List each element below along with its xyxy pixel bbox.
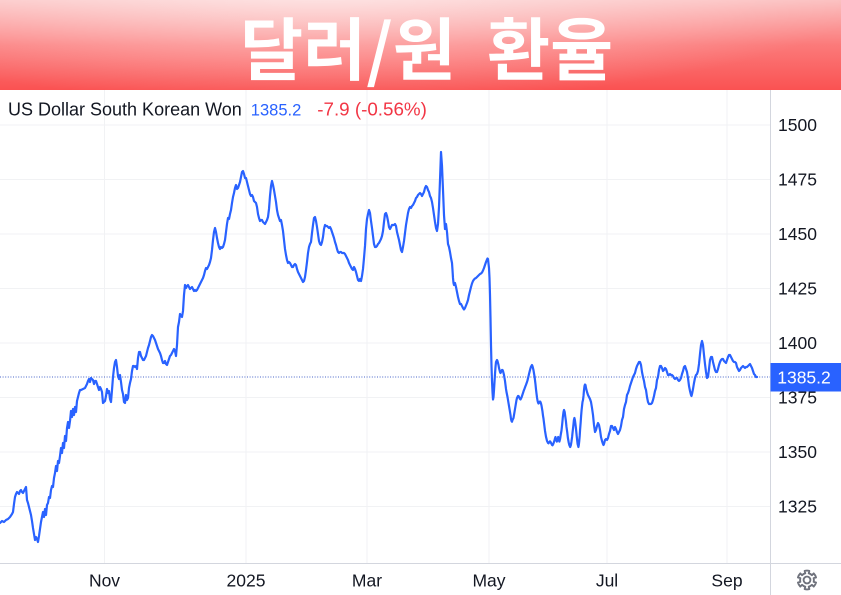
- svg-text:1385.2: 1385.2: [777, 368, 831, 388]
- svg-text:2025: 2025: [227, 571, 266, 591]
- svg-text:1400: 1400: [778, 333, 817, 353]
- svg-text:Jul: Jul: [596, 571, 618, 591]
- svg-text:Sep: Sep: [711, 571, 742, 591]
- svg-text:1325: 1325: [778, 497, 817, 517]
- svg-text:Mar: Mar: [352, 571, 382, 591]
- svg-text:1375: 1375: [778, 388, 817, 408]
- svg-text:1500: 1500: [778, 115, 817, 135]
- svg-text:US Dollar South Korean Won 138: US Dollar South Korean Won 1385.2 -7.9 (-…: [8, 99, 427, 120]
- svg-text:1425: 1425: [778, 279, 817, 299]
- svg-text:Nov: Nov: [89, 571, 120, 591]
- svg-text:May: May: [472, 571, 505, 591]
- svg-text:1450: 1450: [778, 224, 817, 244]
- svg-text:1350: 1350: [778, 442, 817, 462]
- svg-text:1475: 1475: [778, 170, 817, 190]
